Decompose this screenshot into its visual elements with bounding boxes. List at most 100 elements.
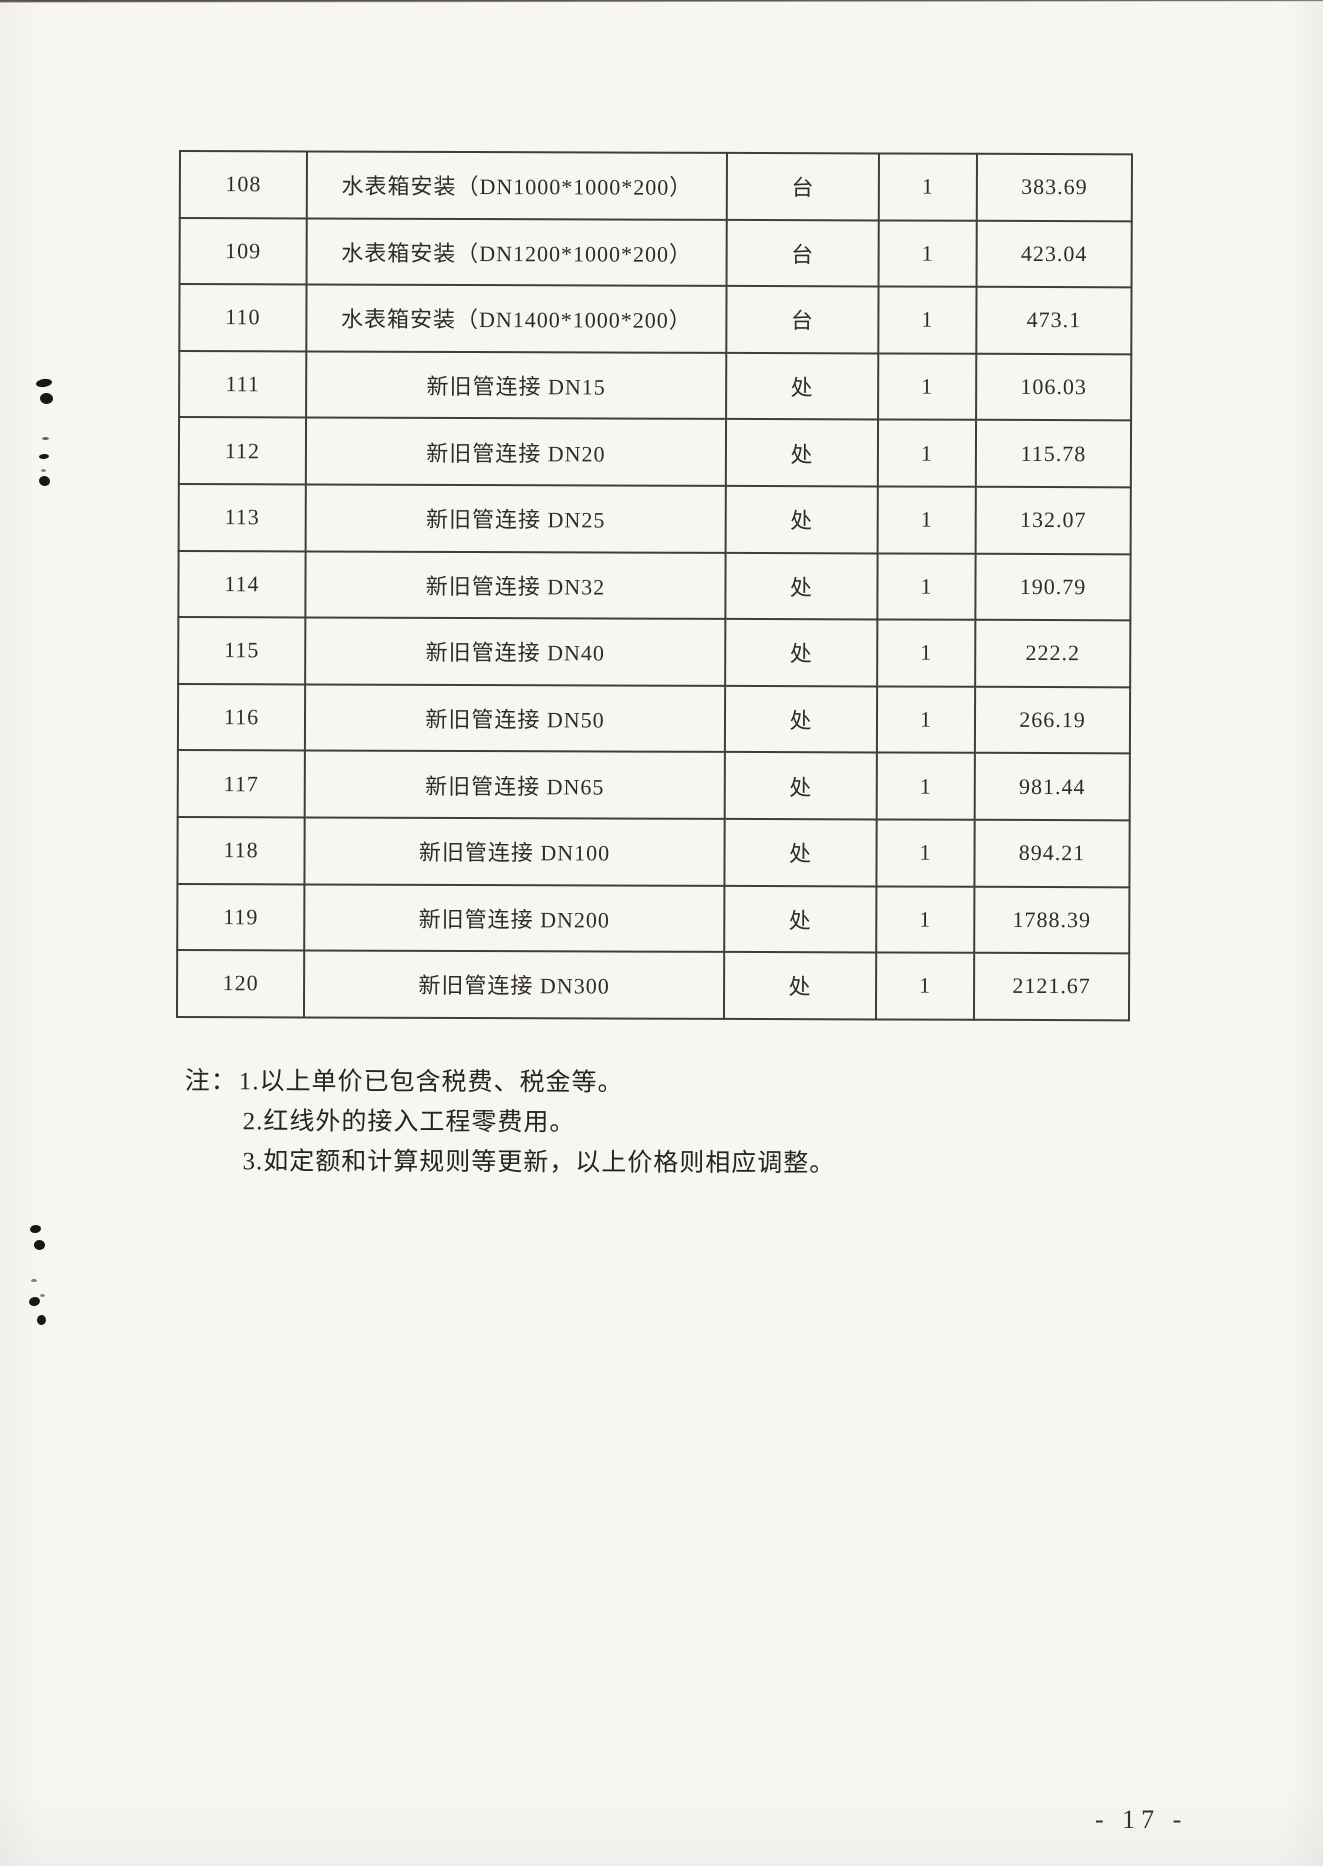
item-quantity-cell: 1 [876,819,975,887]
table-row: 111 新旧管连接 DN15 处 1 106.03 [179,350,1132,421]
item-quantity-cell: 1 [877,486,976,554]
item-description-cell: 新旧管连接 DN40 [305,617,726,686]
ink-smudge [28,1295,41,1308]
item-quantity-cell: 1 [877,419,977,487]
ink-smudge [38,475,51,487]
item-quantity-cell: 1 [878,286,977,354]
item-unit-cell: 处 [725,619,878,687]
ink-smudge [42,437,49,440]
note-line-3: 3.如定额和计算规则等更新，以上价格则相应调整。 [184,1142,984,1185]
item-unit-cell: 处 [724,752,877,820]
table-row: 120 新旧管连接 DN300 处 1 2121.67 [176,950,1130,1021]
ink-smudge [41,469,46,472]
ink-smudge [36,1314,47,1326]
item-unit-cell: 处 [724,885,877,953]
ink-smudge [39,392,54,405]
item-unit-cell: 处 [725,419,879,487]
table-row: 112 新旧管连接 DN20 处 1 115.78 [178,417,1132,488]
item-description-cell: 新旧管连接 DN20 [305,417,727,486]
note-prefix: 注： [184,1068,237,1096]
row-number-cell: 117 [177,750,305,818]
item-price-cell: 473.1 [976,286,1132,355]
table-row: 117 新旧管连接 DN65 处 1 981.44 [177,750,1130,821]
item-quantity-cell: 1 [875,952,975,1020]
item-quantity-cell: 1 [876,686,976,754]
row-number-cell: 113 [178,483,306,552]
note-line-1: 注：1.以上单价已包含税费、税金等。 [185,1062,985,1105]
row-number-cell: 115 [178,617,306,685]
item-unit-cell: 台 [726,286,879,354]
item-description-cell: 新旧管连接 DN50 [304,684,726,753]
item-price-cell: 1788.39 [974,886,1130,954]
item-price-cell: 190.79 [975,553,1131,621]
item-unit-cell: 台 [726,219,879,287]
item-quantity-cell: 1 [876,885,975,953]
item-unit-cell: 台 [726,152,879,221]
row-number-cell: 111 [179,350,307,418]
table-row: 109 水表箱安装（DN1200*1000*200） 台 1 423.04 [179,217,1132,288]
item-quantity-cell: 1 [877,553,976,620]
page-number: - 17 - [1095,1805,1188,1834]
item-price-cell: 981.44 [974,753,1130,821]
item-price-cell: 423.04 [976,220,1132,288]
item-description-cell: 水表箱安装（DN1200*1000*200） [306,218,727,287]
item-description-cell: 新旧管连接 DN25 [305,484,726,553]
item-description-cell: 新旧管连接 DN15 [306,351,727,420]
item-price-cell: 383.69 [976,153,1132,221]
item-description-cell: 新旧管连接 DN200 [304,883,725,953]
row-number-cell: 108 [179,151,307,219]
table-row: 116 新旧管连接 DN50 处 1 266.19 [177,683,1131,754]
item-description-cell: 新旧管连接 DN100 [304,817,725,886]
table-row: 118 新旧管连接 DN100 处 1 894.21 [177,816,1130,887]
item-unit-cell: 处 [724,818,877,886]
item-unit-cell: 处 [725,485,878,553]
table-row: 119 新旧管连接 DN200 处 1 1788.39 [177,883,1130,954]
item-price-cell: 106.03 [976,353,1132,421]
row-number-cell: 120 [176,950,305,1018]
ink-smudge [33,1239,46,1251]
ink-smudge [40,1294,45,1297]
ink-smudge [35,377,53,389]
ink-smudge [38,453,50,460]
item-price-cell: 132.07 [975,486,1131,554]
note-text: 1.以上单价已包含税费、税金等。 [238,1068,624,1097]
notes-block: 注：1.以上单价已包含税费、税金等。 2.红线外的接入工程零费用。 3.如定额和… [184,1062,984,1185]
item-unit-cell: 处 [725,552,878,620]
note-text: 2.红线外的接入工程零费用。 [242,1108,576,1137]
price-table: 108 水表箱安装（DN1000*1000*200） 台 1 383.69 10… [176,150,1133,1021]
note-line-2: 2.红线外的接入工程零费用。 [185,1102,985,1145]
item-unit-cell: 处 [724,685,878,753]
table-row: 114 新旧管连接 DN32 处 1 190.79 [178,550,1131,621]
item-price-cell: 115.78 [975,420,1132,488]
row-number-cell: 118 [177,816,305,884]
item-price-cell: 222.2 [975,619,1131,688]
table-row: 113 新旧管连接 DN25 处 1 132.07 [178,483,1131,554]
item-description-cell: 新旧管连接 DN300 [303,950,725,1019]
item-description-cell: 水表箱安装（DN1400*1000*200） [306,284,727,353]
row-number-cell: 114 [178,550,306,618]
note-text: 3.如定额和计算规则等更新，以上价格则相应调整。 [242,1148,836,1178]
item-price-cell: 2121.67 [973,952,1130,1021]
item-quantity-cell: 1 [877,619,976,687]
item-quantity-cell: 1 [876,752,975,820]
item-unit-cell: 处 [726,352,879,420]
row-number-cell: 116 [177,683,306,751]
item-description-cell: 新旧管连接 DN32 [305,551,726,620]
item-price-cell: 894.21 [974,819,1130,887]
row-number-cell: 109 [179,217,307,285]
ink-smudge [31,1279,37,1282]
item-description-cell: 水表箱安装（DN1000*1000*200） [306,151,727,220]
ink-smudge [29,1224,42,1234]
item-quantity-cell: 1 [878,220,977,287]
scan-edge-top [0,0,1323,3]
row-number-cell: 112 [178,417,307,485]
price-table-body: 108 水表箱安装（DN1000*1000*200） 台 1 383.69 10… [176,151,1132,1021]
table-row: 115 新旧管连接 DN40 处 1 222.2 [178,617,1131,688]
item-unit-cell: 处 [723,952,877,1020]
table-row: 108 水表箱安装（DN1000*1000*200） 台 1 383.69 [179,151,1132,221]
row-number-cell: 110 [179,284,307,352]
item-quantity-cell: 1 [878,353,977,421]
item-description-cell: 新旧管连接 DN65 [304,750,725,819]
row-number-cell: 119 [177,883,305,951]
